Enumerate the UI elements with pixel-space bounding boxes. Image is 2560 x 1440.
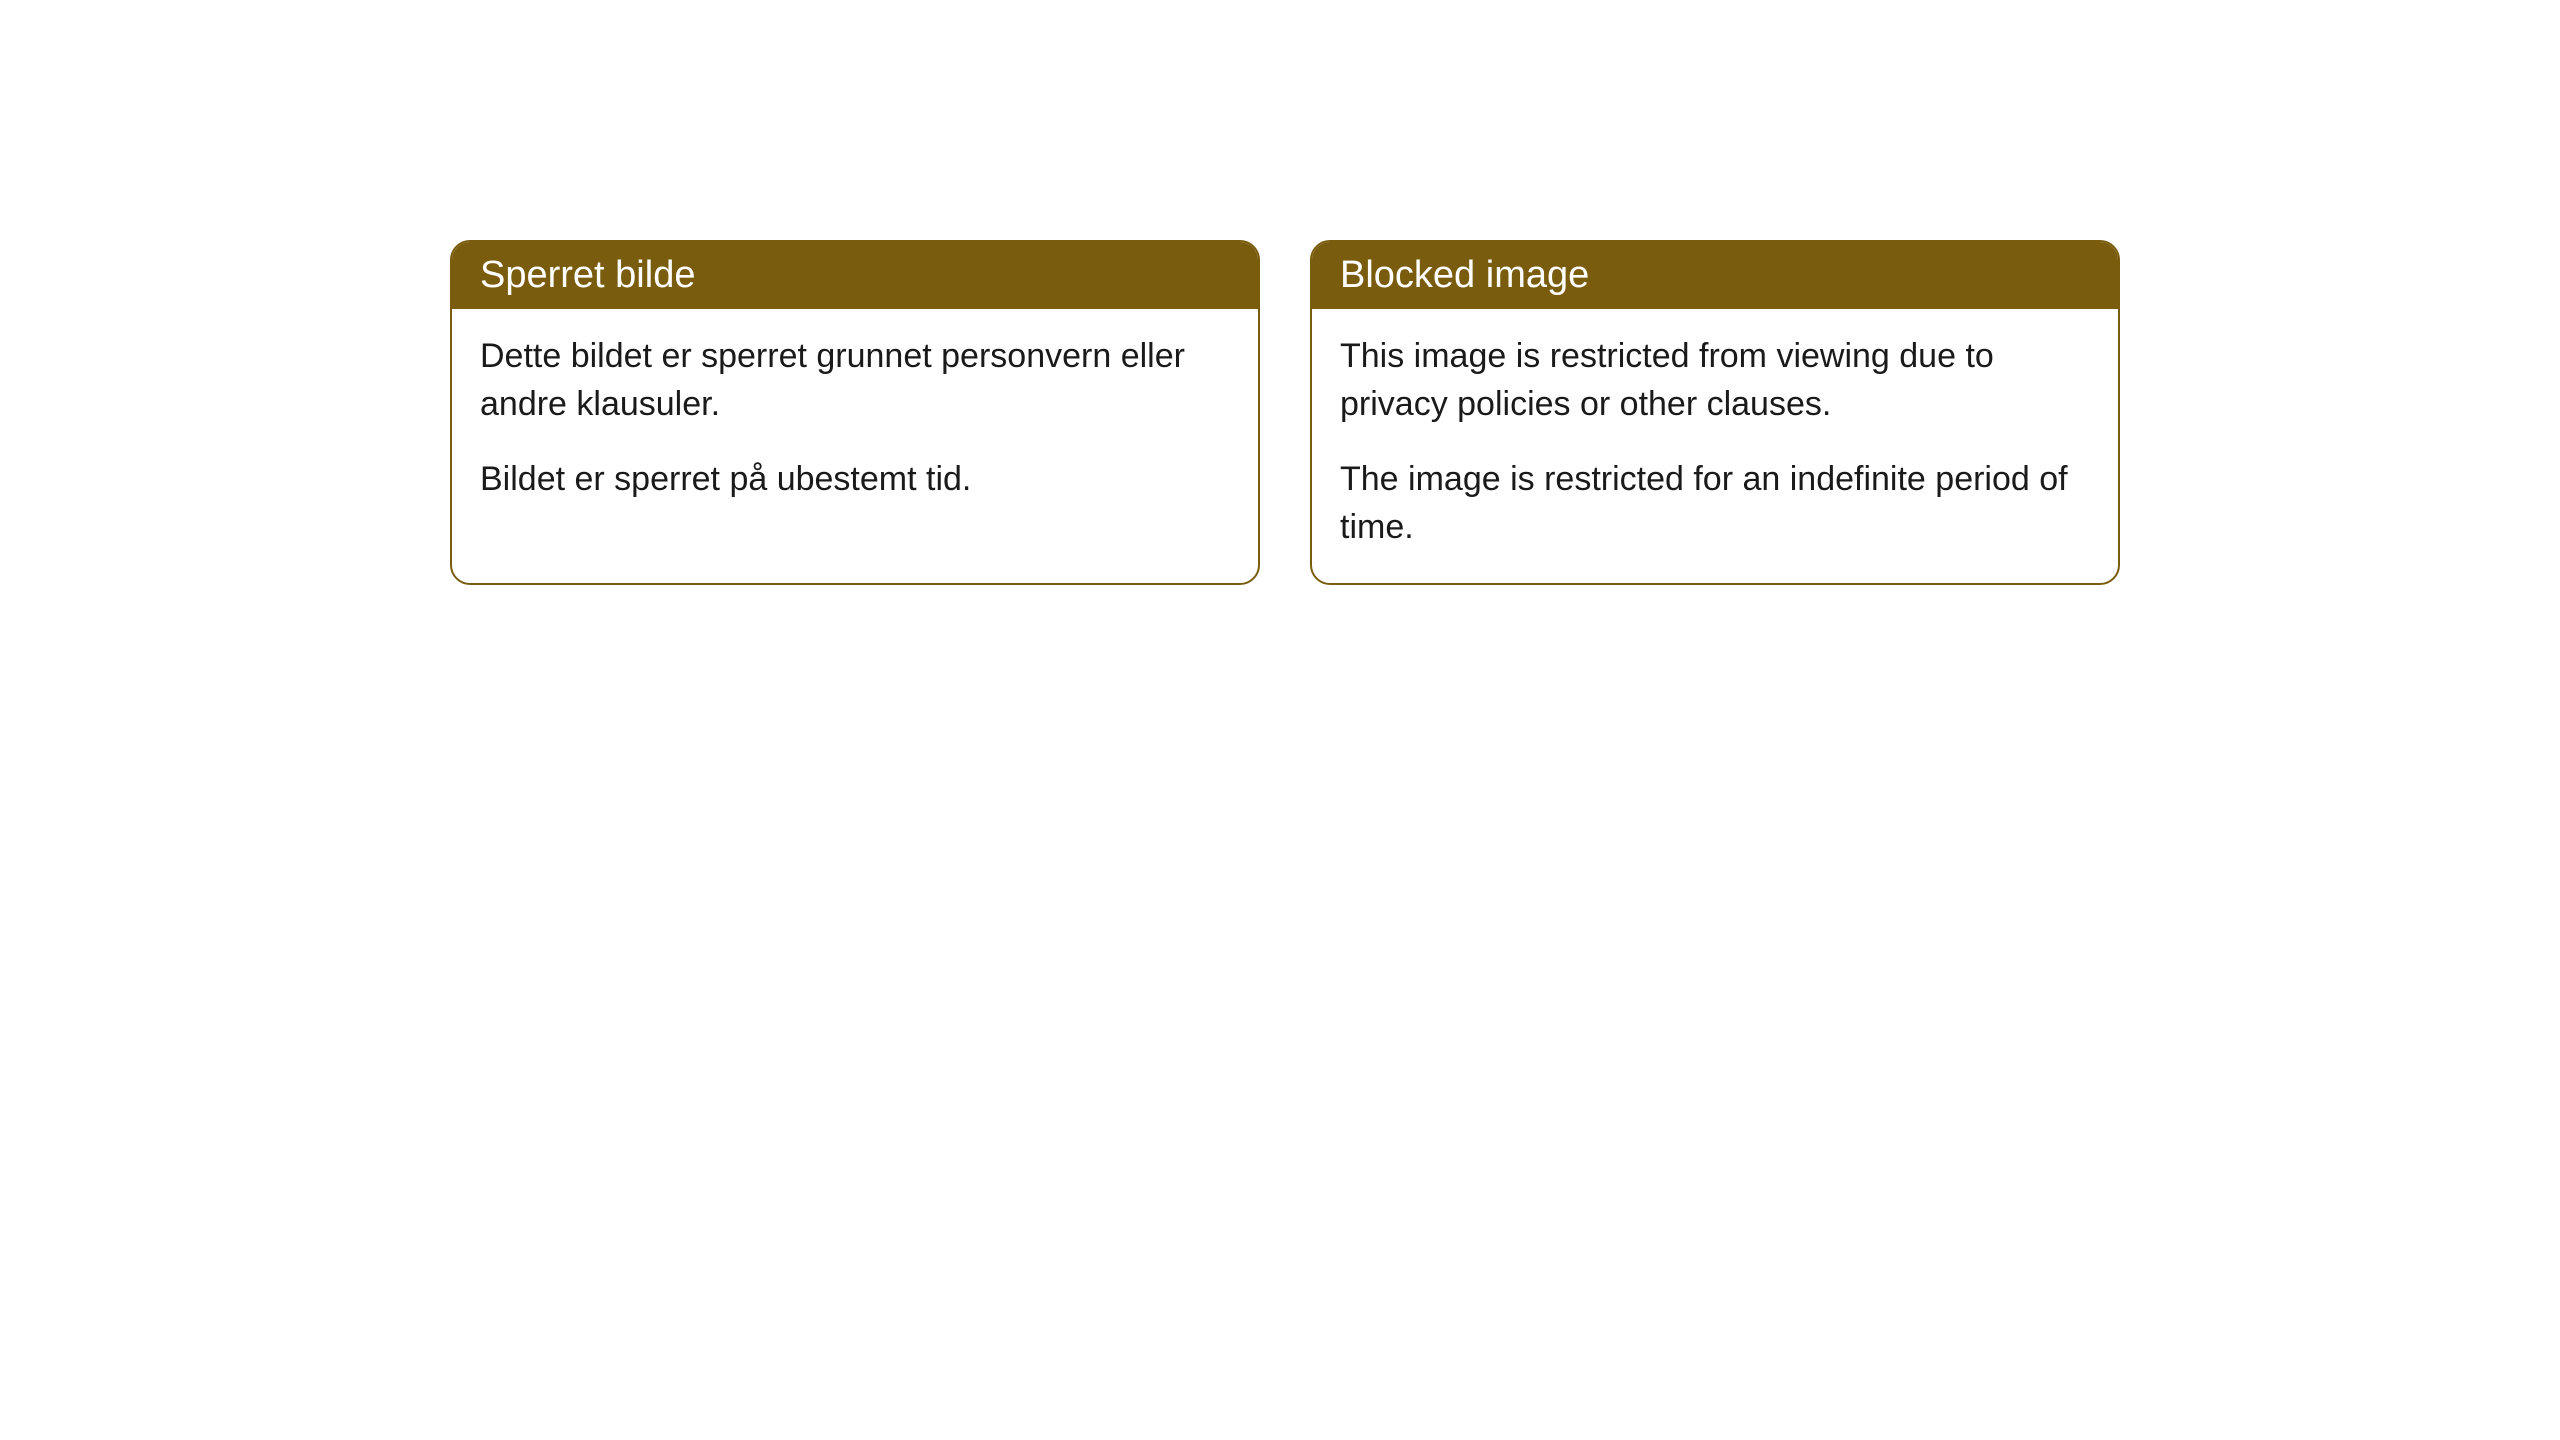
card-title: Blocked image bbox=[1340, 254, 1589, 296]
card-header-english: Blocked image bbox=[1312, 242, 2118, 309]
card-paragraph-1: This image is restricted from viewing du… bbox=[1340, 333, 2090, 428]
card-title: Sperret bilde bbox=[480, 254, 695, 296]
card-paragraph-2: The image is restricted for an indefinit… bbox=[1340, 456, 2090, 551]
card-paragraph-2: Bildet er sperret på ubestemt tid. bbox=[480, 456, 1230, 504]
card-paragraph-1: Dette bildet er sperret grunnet personve… bbox=[480, 333, 1230, 428]
card-header-norwegian: Sperret bilde bbox=[452, 242, 1258, 309]
notice-cards-container: Sperret bilde Dette bildet er sperret gr… bbox=[450, 240, 2120, 585]
card-body-english: This image is restricted from viewing du… bbox=[1312, 309, 2118, 583]
card-body-norwegian: Dette bildet er sperret grunnet personve… bbox=[452, 309, 1258, 536]
blocked-image-card-english: Blocked image This image is restricted f… bbox=[1310, 240, 2120, 585]
blocked-image-card-norwegian: Sperret bilde Dette bildet er sperret gr… bbox=[450, 240, 1260, 585]
